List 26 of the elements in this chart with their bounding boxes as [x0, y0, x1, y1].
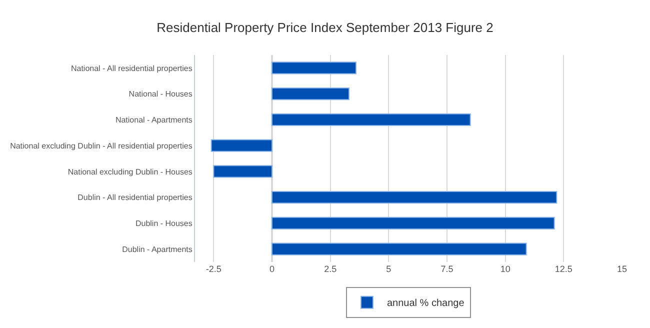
x-tick-label: 10	[500, 264, 510, 274]
bar	[272, 87, 350, 100]
bar	[210, 139, 272, 152]
x-tick-label: 15	[616, 264, 628, 274]
y-tick-label: National excluding Dublin - Houses	[68, 167, 192, 176]
x-tick-label: 12.5	[554, 264, 572, 274]
y-tick-label: National excluding Dublin - All residential properties	[10, 141, 192, 150]
y-tick-label: National - Houses	[128, 90, 192, 99]
bar	[272, 242, 527, 256]
x-tick-label: 2.5	[324, 264, 337, 274]
legend-label: annual % change	[387, 298, 465, 310]
x-tick-label: -2.5	[206, 264, 222, 274]
x-tick-label: 7.5	[440, 264, 454, 274]
x-tick-label: 0	[269, 264, 275, 274]
bar	[272, 190, 558, 204]
bar	[213, 165, 272, 178]
x-tick-label: 5	[386, 264, 392, 274]
bar	[272, 216, 555, 230]
bar	[272, 62, 356, 74]
y-tick-label: Dublin - Apartments	[122, 244, 192, 254]
bar	[272, 113, 471, 126]
y-tick-label: National - Apartments	[115, 115, 192, 124]
chart-title: Residential Property Price Index September 2013 Figure 2	[156, 20, 494, 36]
y-tick-label: Dublin - All residential properties	[78, 193, 192, 202]
y-tick-label: Dublin - Houses	[135, 218, 192, 228]
y-tick-label: National - All residential properties	[70, 64, 192, 73]
